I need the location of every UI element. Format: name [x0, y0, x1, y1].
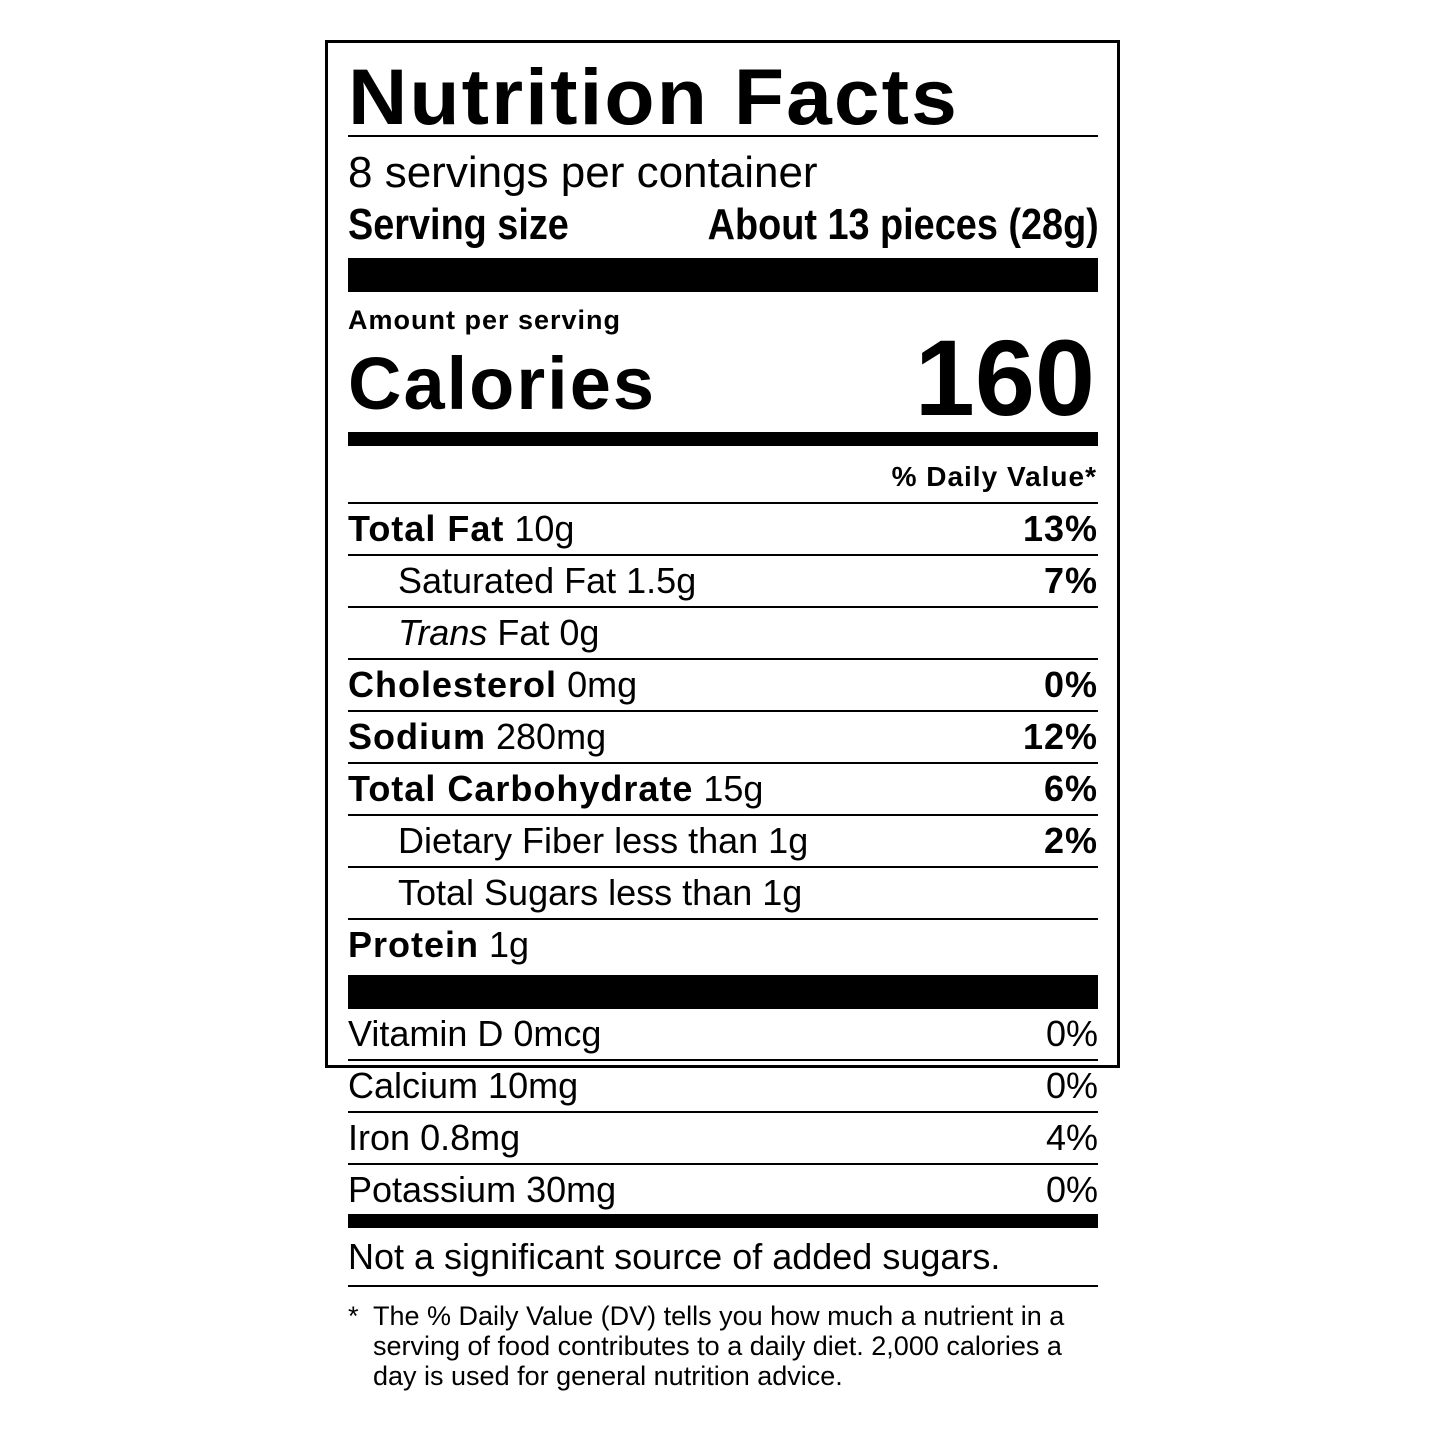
vitamin-label: Calcium 10mg — [348, 1065, 578, 1107]
nutrient-name: Fat — [497, 612, 550, 653]
added-sugars-note: Not a significant source of added sugars… — [348, 1236, 1001, 1277]
nutrient-row: Sodium 280mg 12% — [348, 712, 1098, 764]
nutrient-label: Total Sugars less than 1g — [348, 875, 802, 911]
nutrient-row: Total Carbohydrate 15g 6% — [348, 764, 1098, 816]
thick-bar — [348, 258, 1098, 292]
nutrient-dv: 6% — [1043, 768, 1098, 809]
nutrient-amount: 0mg — [567, 664, 638, 705]
calories-value: 160 — [914, 317, 1095, 438]
nutrient-name: Total Fat — [348, 508, 505, 549]
vitamin-amount: 0.8mg — [420, 1117, 521, 1158]
nutrient-name: Total Sugars — [398, 872, 599, 913]
nutrient-label: Saturated Fat 1.5g — [348, 563, 696, 599]
vitamin-row: Vitamin D 0mcg 0% — [348, 1009, 1098, 1061]
nutrient-row: Cholesterol 0mg 0% — [348, 660, 1098, 712]
vitamin-amount: 0mcg — [513, 1013, 602, 1054]
vitamin-label: Potassium 30mg — [348, 1169, 616, 1211]
vitamin-dv: 0% — [1045, 1169, 1098, 1210]
nutrient-dv: 12% — [1022, 716, 1098, 757]
rule — [348, 502, 1098, 504]
vitamin-dv: 0% — [1045, 1013, 1098, 1054]
serving-size-value: About 13 pieces (28g) — [707, 200, 1099, 249]
nutrient-dv: 2% — [1043, 820, 1098, 861]
serving-size-label: Serving size — [348, 200, 569, 249]
nutrient-label: Total Fat 10g — [348, 511, 574, 547]
nutrient-name: Cholesterol — [348, 664, 558, 705]
nutrition-label: Nutrition Facts 8 servings per container… — [325, 40, 1120, 1391]
footnote-text: The % Daily Value (DV) tells you how muc… — [373, 1301, 1065, 1391]
nutrient-label: Dietary Fiber less than 1g — [348, 823, 808, 859]
nutrient-row: Dietary Fiber less than 1g 2% — [348, 816, 1098, 868]
nutrient-name-italic: Trans — [398, 612, 488, 653]
amount-per-serving: Amount per serving — [348, 305, 622, 335]
vitamin-row: Iron 0.8mg 4% — [348, 1113, 1098, 1165]
title: Nutrition Facts — [348, 52, 959, 141]
vitamin-row: Calcium 10mg 0% — [348, 1061, 1098, 1113]
nutrient-name: Total Carbohydrate — [348, 768, 694, 809]
nutrient-label: Total Carbohydrate 15g — [348, 771, 763, 807]
thick-bar — [348, 975, 1098, 1009]
nutrient-row: Total Fat 10g 13% — [348, 504, 1098, 556]
nutrient-name: Dietary Fiber — [398, 820, 605, 861]
nutrient-dv: 13% — [1022, 508, 1098, 549]
nutrient-dv: 7% — [1043, 560, 1098, 601]
nutrient-row: Total Sugars less than 1g — [348, 868, 1098, 920]
nutrient-row: Saturated Fat 1.5g 7% — [348, 556, 1098, 608]
servings: 8 servings per container — [348, 148, 818, 197]
nutrient-amount: 1.5g — [626, 560, 697, 601]
vitamin-label: Vitamin D 0mcg — [348, 1013, 601, 1055]
vitamin-amount: 30mg — [526, 1169, 617, 1210]
bar — [348, 1214, 1098, 1228]
nutrient-amount: 1g — [489, 924, 530, 965]
nutrient-label: Protein 1g — [348, 927, 529, 963]
nutrient-amount: less than 1g — [608, 872, 803, 913]
nutrient-amount: 280mg — [496, 716, 607, 757]
vitamin-row: Potassium 30mg 0% — [348, 1165, 1098, 1215]
vitamin-name: Potassium — [348, 1169, 517, 1210]
vitamin-dv: 0% — [1045, 1065, 1098, 1106]
footnote-marker: * — [348, 1301, 359, 1331]
calories-label: Calories — [348, 342, 657, 425]
daily-value-heading: % Daily Value* — [891, 461, 1097, 492]
nutrient-amount: 15g — [703, 768, 764, 809]
nutrient-row: Protein 1g — [348, 920, 1098, 970]
nutrient-name: Protein — [348, 924, 480, 965]
nutrient-dv: 0% — [1043, 664, 1098, 705]
nutrient-name: Saturated Fat — [398, 560, 617, 601]
vitamin-name: Vitamin D — [348, 1013, 504, 1054]
nutrient-row: Trans Fat 0g — [348, 608, 1098, 660]
vitamin-amount: 10mg — [488, 1065, 579, 1106]
bar — [348, 432, 1098, 446]
vitamin-name: Calcium — [348, 1065, 479, 1106]
nutrient-name: Sodium — [348, 716, 486, 757]
nutrient-amount: less than 1g — [614, 820, 809, 861]
vitamin-label: Iron 0.8mg — [348, 1117, 520, 1159]
nutrient-amount: 0g — [559, 612, 600, 653]
nutrient-list: Total Fat 10g 13% Saturated Fat 1.5g 7% Tran… — [348, 504, 1098, 970]
vitamin-list: Vitamin D 0mcg 0% Calcium 10mg 0% Iron 0.8mg… — [348, 1009, 1098, 1215]
rule — [348, 135, 1098, 137]
vitamin-name: Iron — [348, 1117, 411, 1158]
nutrient-label: Sodium 280mg — [348, 719, 606, 755]
rule — [348, 1285, 1098, 1287]
nutrient-label: Trans Fat 0g — [348, 615, 599, 651]
nutrient-label: Cholesterol 0mg — [348, 667, 637, 703]
vitamin-dv: 4% — [1045, 1117, 1098, 1158]
nutrient-amount: 10g — [514, 508, 575, 549]
